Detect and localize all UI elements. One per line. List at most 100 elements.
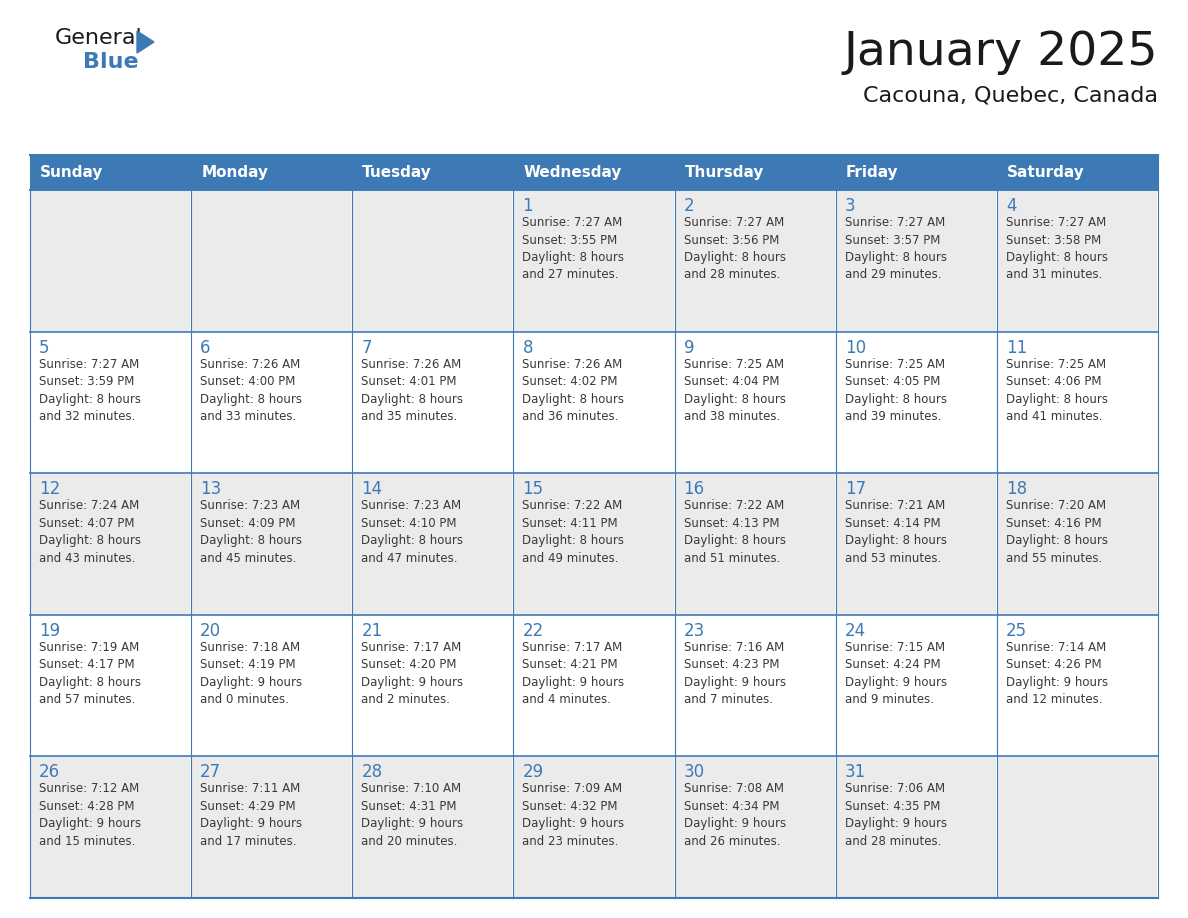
- Text: 4: 4: [1006, 197, 1017, 215]
- Text: Sunrise: 7:25 AM
Sunset: 4:05 PM
Daylight: 8 hours
and 39 minutes.: Sunrise: 7:25 AM Sunset: 4:05 PM Dayligh…: [845, 358, 947, 423]
- Text: Sunrise: 7:12 AM
Sunset: 4:28 PM
Daylight: 9 hours
and 15 minutes.: Sunrise: 7:12 AM Sunset: 4:28 PM Dayligh…: [39, 782, 141, 848]
- Bar: [835, 190, 997, 331]
- Bar: [997, 756, 1158, 898]
- Bar: [353, 331, 513, 473]
- Text: 2: 2: [683, 197, 694, 215]
- Text: 16: 16: [683, 480, 704, 498]
- Text: 30: 30: [683, 764, 704, 781]
- Text: Sunrise: 7:09 AM
Sunset: 4:32 PM
Daylight: 9 hours
and 23 minutes.: Sunrise: 7:09 AM Sunset: 4:32 PM Dayligh…: [523, 782, 625, 848]
- Text: Sunrise: 7:26 AM
Sunset: 4:01 PM
Daylight: 8 hours
and 35 minutes.: Sunrise: 7:26 AM Sunset: 4:01 PM Dayligh…: [361, 358, 463, 423]
- Text: 25: 25: [1006, 621, 1026, 640]
- Text: 18: 18: [1006, 480, 1026, 498]
- Bar: [513, 190, 675, 331]
- Text: Sunrise: 7:27 AM
Sunset: 3:56 PM
Daylight: 8 hours
and 28 minutes.: Sunrise: 7:27 AM Sunset: 3:56 PM Dayligh…: [683, 216, 785, 282]
- Bar: [30, 473, 191, 615]
- Text: Saturday: Saturday: [1007, 165, 1085, 180]
- Text: Sunrise: 7:10 AM
Sunset: 4:31 PM
Daylight: 9 hours
and 20 minutes.: Sunrise: 7:10 AM Sunset: 4:31 PM Dayligh…: [361, 782, 463, 848]
- Bar: [353, 615, 513, 756]
- Text: 27: 27: [200, 764, 221, 781]
- Bar: [997, 615, 1158, 756]
- Text: 23: 23: [683, 621, 704, 640]
- Text: Sunrise: 7:23 AM
Sunset: 4:10 PM
Daylight: 8 hours
and 47 minutes.: Sunrise: 7:23 AM Sunset: 4:10 PM Dayligh…: [361, 499, 463, 565]
- Text: 21: 21: [361, 621, 383, 640]
- Text: 28: 28: [361, 764, 383, 781]
- Text: 3: 3: [845, 197, 855, 215]
- Text: 8: 8: [523, 339, 533, 356]
- Text: 24: 24: [845, 621, 866, 640]
- Text: Wednesday: Wednesday: [524, 165, 621, 180]
- Text: 22: 22: [523, 621, 544, 640]
- Text: Sunday: Sunday: [40, 165, 103, 180]
- Text: Sunrise: 7:22 AM
Sunset: 4:11 PM
Daylight: 8 hours
and 49 minutes.: Sunrise: 7:22 AM Sunset: 4:11 PM Dayligh…: [523, 499, 625, 565]
- Bar: [675, 331, 835, 473]
- Bar: [30, 756, 191, 898]
- Bar: [191, 756, 353, 898]
- Text: 11: 11: [1006, 339, 1028, 356]
- Text: 9: 9: [683, 339, 694, 356]
- Text: Sunrise: 7:11 AM
Sunset: 4:29 PM
Daylight: 9 hours
and 17 minutes.: Sunrise: 7:11 AM Sunset: 4:29 PM Dayligh…: [200, 782, 302, 848]
- Text: 6: 6: [200, 339, 210, 356]
- Bar: [513, 331, 675, 473]
- Bar: [675, 473, 835, 615]
- Text: Sunrise: 7:27 AM
Sunset: 3:59 PM
Daylight: 8 hours
and 32 minutes.: Sunrise: 7:27 AM Sunset: 3:59 PM Dayligh…: [39, 358, 141, 423]
- Polygon shape: [137, 31, 154, 53]
- Text: 15: 15: [523, 480, 544, 498]
- Text: Blue: Blue: [83, 52, 139, 72]
- Text: Sunrise: 7:27 AM
Sunset: 3:58 PM
Daylight: 8 hours
and 31 minutes.: Sunrise: 7:27 AM Sunset: 3:58 PM Dayligh…: [1006, 216, 1108, 282]
- Text: 13: 13: [200, 480, 221, 498]
- Text: Sunrise: 7:22 AM
Sunset: 4:13 PM
Daylight: 8 hours
and 51 minutes.: Sunrise: 7:22 AM Sunset: 4:13 PM Dayligh…: [683, 499, 785, 565]
- Text: Sunrise: 7:06 AM
Sunset: 4:35 PM
Daylight: 9 hours
and 28 minutes.: Sunrise: 7:06 AM Sunset: 4:35 PM Dayligh…: [845, 782, 947, 848]
- Bar: [191, 190, 353, 331]
- Text: 26: 26: [39, 764, 61, 781]
- Bar: [353, 756, 513, 898]
- Text: 29: 29: [523, 764, 544, 781]
- Text: Cacouna, Quebec, Canada: Cacouna, Quebec, Canada: [862, 85, 1158, 105]
- Text: Sunrise: 7:23 AM
Sunset: 4:09 PM
Daylight: 8 hours
and 45 minutes.: Sunrise: 7:23 AM Sunset: 4:09 PM Dayligh…: [200, 499, 302, 565]
- Text: Sunrise: 7:27 AM
Sunset: 3:55 PM
Daylight: 8 hours
and 27 minutes.: Sunrise: 7:27 AM Sunset: 3:55 PM Dayligh…: [523, 216, 625, 282]
- Text: General: General: [55, 28, 143, 48]
- Bar: [675, 155, 835, 190]
- Text: Monday: Monday: [201, 165, 268, 180]
- Text: Sunrise: 7:17 AM
Sunset: 4:21 PM
Daylight: 9 hours
and 4 minutes.: Sunrise: 7:17 AM Sunset: 4:21 PM Dayligh…: [523, 641, 625, 706]
- Bar: [513, 155, 675, 190]
- Bar: [675, 190, 835, 331]
- Text: Sunrise: 7:25 AM
Sunset: 4:06 PM
Daylight: 8 hours
and 41 minutes.: Sunrise: 7:25 AM Sunset: 4:06 PM Dayligh…: [1006, 358, 1108, 423]
- Text: 14: 14: [361, 480, 383, 498]
- Bar: [835, 155, 997, 190]
- Text: Sunrise: 7:15 AM
Sunset: 4:24 PM
Daylight: 9 hours
and 9 minutes.: Sunrise: 7:15 AM Sunset: 4:24 PM Dayligh…: [845, 641, 947, 706]
- Bar: [997, 155, 1158, 190]
- Text: 12: 12: [39, 480, 61, 498]
- Bar: [30, 331, 191, 473]
- Text: Sunrise: 7:14 AM
Sunset: 4:26 PM
Daylight: 9 hours
and 12 minutes.: Sunrise: 7:14 AM Sunset: 4:26 PM Dayligh…: [1006, 641, 1108, 706]
- Bar: [835, 331, 997, 473]
- Bar: [30, 615, 191, 756]
- Text: Sunrise: 7:17 AM
Sunset: 4:20 PM
Daylight: 9 hours
and 2 minutes.: Sunrise: 7:17 AM Sunset: 4:20 PM Dayligh…: [361, 641, 463, 706]
- Text: 5: 5: [39, 339, 50, 356]
- Bar: [30, 155, 191, 190]
- Bar: [353, 190, 513, 331]
- Text: Sunrise: 7:26 AM
Sunset: 4:00 PM
Daylight: 8 hours
and 33 minutes.: Sunrise: 7:26 AM Sunset: 4:00 PM Dayligh…: [200, 358, 302, 423]
- Bar: [675, 756, 835, 898]
- Bar: [513, 756, 675, 898]
- Text: Sunrise: 7:20 AM
Sunset: 4:16 PM
Daylight: 8 hours
and 55 minutes.: Sunrise: 7:20 AM Sunset: 4:16 PM Dayligh…: [1006, 499, 1108, 565]
- Text: 31: 31: [845, 764, 866, 781]
- Bar: [997, 190, 1158, 331]
- Text: Sunrise: 7:16 AM
Sunset: 4:23 PM
Daylight: 9 hours
and 7 minutes.: Sunrise: 7:16 AM Sunset: 4:23 PM Dayligh…: [683, 641, 785, 706]
- Text: 17: 17: [845, 480, 866, 498]
- Bar: [353, 473, 513, 615]
- Text: 7: 7: [361, 339, 372, 356]
- Bar: [30, 190, 191, 331]
- Text: Sunrise: 7:18 AM
Sunset: 4:19 PM
Daylight: 9 hours
and 0 minutes.: Sunrise: 7:18 AM Sunset: 4:19 PM Dayligh…: [200, 641, 302, 706]
- Text: Sunrise: 7:26 AM
Sunset: 4:02 PM
Daylight: 8 hours
and 36 minutes.: Sunrise: 7:26 AM Sunset: 4:02 PM Dayligh…: [523, 358, 625, 423]
- Text: 10: 10: [845, 339, 866, 356]
- Bar: [513, 615, 675, 756]
- Text: Thursday: Thursday: [684, 165, 764, 180]
- Text: Sunrise: 7:08 AM
Sunset: 4:34 PM
Daylight: 9 hours
and 26 minutes.: Sunrise: 7:08 AM Sunset: 4:34 PM Dayligh…: [683, 782, 785, 848]
- Text: Sunrise: 7:21 AM
Sunset: 4:14 PM
Daylight: 8 hours
and 53 minutes.: Sunrise: 7:21 AM Sunset: 4:14 PM Dayligh…: [845, 499, 947, 565]
- Bar: [353, 155, 513, 190]
- Text: January 2025: January 2025: [843, 30, 1158, 75]
- Text: Sunrise: 7:25 AM
Sunset: 4:04 PM
Daylight: 8 hours
and 38 minutes.: Sunrise: 7:25 AM Sunset: 4:04 PM Dayligh…: [683, 358, 785, 423]
- Bar: [675, 615, 835, 756]
- Text: Sunrise: 7:24 AM
Sunset: 4:07 PM
Daylight: 8 hours
and 43 minutes.: Sunrise: 7:24 AM Sunset: 4:07 PM Dayligh…: [39, 499, 141, 565]
- Bar: [513, 473, 675, 615]
